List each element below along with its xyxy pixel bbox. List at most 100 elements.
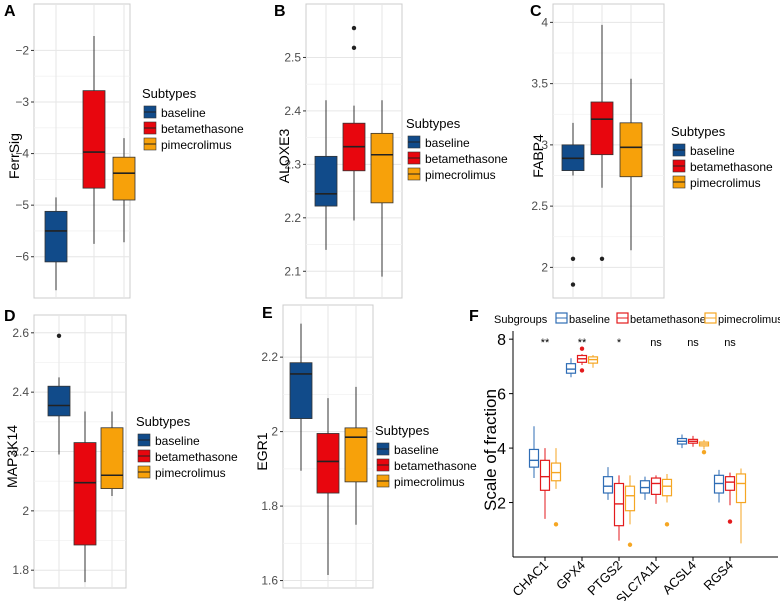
y-tick-label: −5 [15, 198, 29, 212]
outlier-point [727, 519, 733, 524]
y-axis-title: EGR1 [254, 432, 270, 470]
box-pimecrolimus [619, 122, 643, 178]
box-baseline [289, 362, 313, 419]
legend-title: Subtypes [142, 86, 197, 101]
legend-label: betamethasone [425, 152, 508, 166]
y-tick-label: −4 [15, 147, 29, 161]
significance-label: ns [724, 337, 736, 349]
legend-label: pimecrolimus [161, 138, 232, 152]
y-tick-label: 6 [497, 387, 506, 404]
outlier-point [701, 449, 707, 455]
box-pimecrolimus [344, 427, 368, 483]
box-pimecrolimus [735, 473, 747, 504]
legend-label: pimecrolimus [155, 466, 226, 480]
panel-tag: A [4, 3, 16, 20]
box-betamethasone [316, 433, 340, 494]
box-baseline [44, 210, 68, 263]
significance-label: * [617, 337, 622, 349]
box-pimecrolimus [624, 485, 636, 512]
box-betamethasone [724, 476, 736, 491]
legend: Subtypes baseline betamethasone pimecrolimu… [142, 86, 244, 152]
y-tick-label: 2.2 [284, 211, 301, 225]
legend: Subtypes baseline betamethasone pimecrolimu… [136, 414, 238, 480]
legend-label: betamethasone [690, 160, 773, 174]
y-axis-title: ALOXE3 [276, 129, 292, 184]
y-tick-label: 2.3 [284, 157, 301, 171]
box-betamethasone [539, 459, 551, 491]
outlier-point [570, 256, 576, 261]
y-tick-label: 8 [497, 332, 506, 349]
y-tick-label: 1.8 [12, 563, 29, 577]
y-tick-label: 2 [541, 260, 548, 274]
y-axis-title: Scale of fraction [481, 389, 500, 511]
legend-label: baseline [161, 106, 206, 120]
significance-label: ** [578, 337, 587, 349]
legend-title: Subgroups [494, 314, 548, 326]
box-baseline [528, 448, 540, 468]
y-tick-label: 1.6 [261, 574, 278, 588]
legend-label: baseline [569, 314, 610, 326]
box-betamethasone [73, 442, 97, 546]
legend: Subgroups baseline betamethasone pimecrolim… [494, 312, 780, 326]
outlier-point [351, 45, 357, 51]
box-pimecrolimus [370, 132, 394, 204]
legend-label: pimecrolimus [425, 168, 496, 182]
y-tick-label: 2.2 [12, 445, 29, 459]
y-tick-label: −6 [15, 250, 29, 264]
legend-label: betamethasone [630, 314, 706, 326]
y-tick-label: 2 [497, 496, 506, 513]
y-tick-label: 2.6 [12, 326, 29, 340]
y-tick-label: 2 [271, 425, 278, 439]
legend-label: baseline [425, 136, 470, 150]
outlier-point [627, 542, 633, 547]
y-tick-label: 2 [22, 504, 29, 518]
legend-label: pimecrolimus [394, 475, 465, 489]
legend-label: pimecrolimus [690, 176, 761, 190]
x-tick-label: CHAC1 [509, 558, 551, 600]
y-tick-label: 4 [541, 15, 548, 29]
outlier-point [351, 25, 357, 31]
panel-f: F Subgroups baseline betamethasone pimecroli… [469, 308, 780, 601]
legend-label: betamethasone [161, 122, 244, 136]
legend-title: Subtypes [375, 423, 430, 438]
box-betamethasone [650, 477, 662, 495]
panel-d: 1.8 2 2.2 2.4 2.6D MAP3K14 Subtypes baseline bet… [4, 308, 238, 589]
legend-label: baseline [155, 434, 200, 448]
legend-label: betamethasone [155, 450, 238, 464]
box-betamethasone [82, 90, 106, 189]
box-pimecrolimus [100, 427, 124, 489]
panel-b: 2.1 2.2 2.3 2.4 2.5 B ALOXE3 Subtypes baseline be… [274, 3, 508, 299]
y-tick-label: 3.5 [531, 77, 548, 91]
outlier-point [664, 522, 670, 527]
box-baseline [314, 155, 338, 207]
y-tick-label: 2.2 [261, 350, 278, 364]
y-axis-title: FerrSig [6, 133, 22, 179]
panel-tag: E [262, 305, 273, 322]
y-axis-title: MAP3K14 [4, 425, 20, 488]
y-tick-label: 2.4 [284, 104, 301, 118]
legend-title: Subtypes [136, 414, 191, 429]
outlier-point [570, 282, 576, 287]
legend: Subtypes baseline betamethasone pimecrolimu… [406, 116, 508, 182]
y-tick-label: 2.5 [284, 50, 301, 64]
significance-label: ** [541, 337, 550, 349]
outlier-point [579, 368, 585, 373]
outlier-point [579, 346, 585, 351]
y-tick-label: 2.5 [531, 199, 548, 213]
legend: Subtypes baseline betamethasone pimecrolimu… [375, 423, 477, 489]
panel-a: −6 −5 −4 −3 −2 A FerrSig Subtypes baseline betame… [4, 3, 244, 299]
y-tick-label: 4 [497, 441, 506, 458]
legend-label: baseline [394, 443, 439, 457]
x-tick-label: ACSL4 [659, 558, 699, 598]
legend-title: Subtypes [671, 124, 726, 139]
box-pimecrolimus [661, 478, 673, 497]
legend-label: baseline [690, 144, 735, 158]
outlier-point [599, 256, 605, 261]
legend-label: pimecrolimus [718, 314, 780, 326]
panel-tag: B [274, 3, 286, 20]
box-baseline [602, 476, 614, 494]
x-tick-label: RGS4 [700, 558, 736, 594]
significance-label: ns [650, 337, 662, 349]
legend-title: Subtypes [406, 116, 461, 131]
